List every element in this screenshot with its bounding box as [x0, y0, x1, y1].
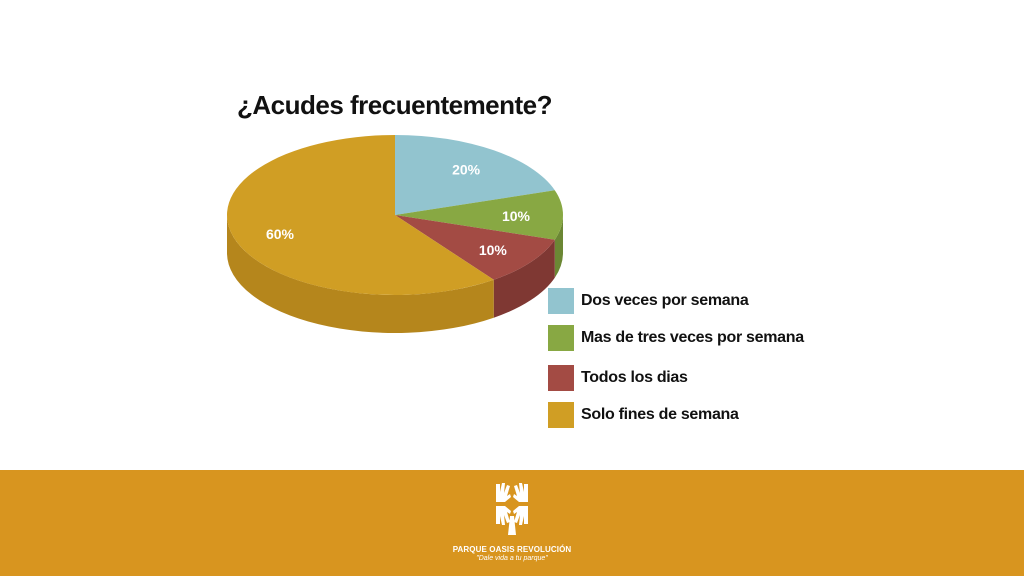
legend-label: Dos veces por semana: [581, 292, 749, 309]
legend-label: Solo fines de semana: [581, 406, 739, 423]
legend-label: Todos los dias: [581, 369, 688, 386]
legend-item-mas-de-tres: Mas de tres veces por semana: [548, 325, 804, 351]
footer-banner: PARQUE OASIS REVOLUCIÓN "Dale vida a tu …: [0, 470, 1024, 576]
pie-labels: 20% 10% 10% 60%: [266, 161, 531, 257]
pie-slice-2: [395, 215, 555, 280]
chart-title: ¿Acudes frecuentemente?: [237, 90, 553, 120]
pie-slice-0: [395, 135, 555, 215]
legend-item-dos-veces: Dos veces por semana: [548, 288, 749, 314]
legend-item-solo-fines: Solo fines de semana: [548, 402, 739, 428]
pie-data-label-3: 60%: [266, 226, 295, 242]
org-motto: "Dale vida a tu parque": [476, 555, 548, 562]
pie-side-2: [493, 239, 555, 318]
pie-side-1: [554, 215, 563, 278]
pie-top-group: [227, 135, 563, 295]
org-name: PARQUE OASIS REVOLUCIÓN: [452, 545, 572, 554]
pie-chart: 20% 10% 10% 60%: [227, 135, 563, 334]
legend-swatch: [548, 402, 574, 428]
pie-data-label-0: 20%: [452, 161, 481, 177]
legend-swatch: [548, 325, 574, 351]
legend-label: Mas de tres veces por semana: [581, 329, 804, 346]
hands-tree-logo-icon: [496, 483, 528, 535]
pie-side-group: [227, 215, 563, 334]
legend-swatch: [548, 288, 574, 314]
pie-data-label-2: 10%: [479, 242, 508, 258]
legend-swatch: [548, 365, 574, 391]
pie-slice-3: [227, 135, 494, 295]
pie-data-label-1: 10%: [502, 208, 531, 224]
legend-item-todos-los-dias: Todos los dias: [548, 365, 688, 391]
pie-side-3: [227, 215, 494, 334]
pie-slice-1: [395, 190, 563, 240]
